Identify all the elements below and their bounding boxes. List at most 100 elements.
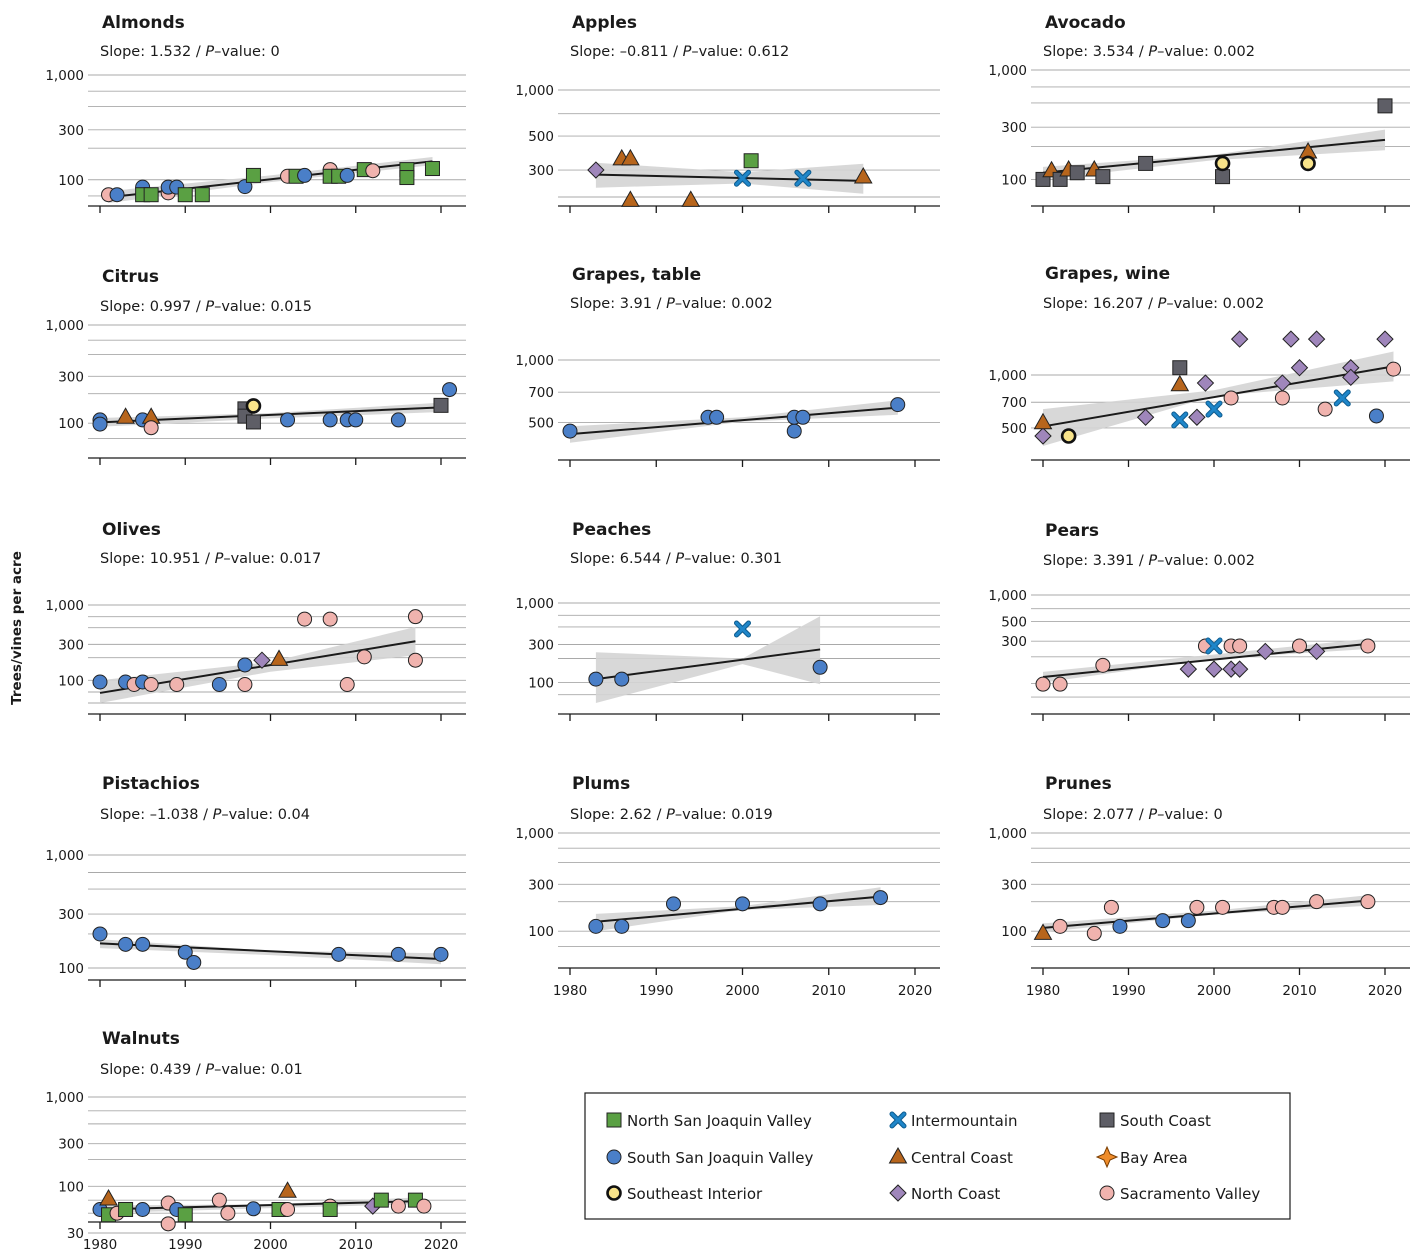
data-point xyxy=(339,167,355,183)
data-point xyxy=(1386,361,1402,377)
panel-title: Grapes, table xyxy=(572,265,701,285)
x-tick-label: 2020 xyxy=(898,983,932,999)
data-point xyxy=(194,187,210,203)
data-point xyxy=(1230,330,1249,348)
gridlines xyxy=(558,359,940,424)
x-axis xyxy=(1031,713,1410,721)
y-tick-label: 100 xyxy=(58,416,84,432)
x-axis xyxy=(558,713,940,721)
data-point xyxy=(1274,899,1290,915)
data-point xyxy=(1112,918,1128,934)
legend-marker xyxy=(1099,1112,1115,1128)
data-point xyxy=(1300,155,1316,172)
legend-label: Sacramento Valley xyxy=(1120,1185,1260,1203)
data-point xyxy=(92,926,108,942)
data-point xyxy=(433,397,449,413)
data-point xyxy=(177,187,193,203)
data-points xyxy=(1033,330,1402,445)
data-point xyxy=(1095,169,1111,185)
data-points xyxy=(92,926,449,970)
data-point xyxy=(1205,637,1223,655)
data-point xyxy=(442,382,458,398)
data-point xyxy=(1136,408,1155,426)
data-point xyxy=(135,1201,151,1217)
legend-item-north-san-joaquin-valley: North San Joaquin Valley xyxy=(606,1112,812,1130)
x-tick-label: 2010 xyxy=(1282,983,1316,999)
data-point xyxy=(297,611,313,627)
data-point xyxy=(1060,428,1077,444)
y-tick-label: 100 xyxy=(528,675,554,691)
panel-avocado: Avocado Slope: 3.534 / P–value: 0.002 100 3… xyxy=(988,13,1410,213)
data-point xyxy=(1052,676,1068,692)
panel-plums: Plums Slope: 2.62 / P–value: 0.019 100 300 1… xyxy=(515,774,940,999)
x-tick-label: 1990 xyxy=(1111,983,1145,999)
y-tick-label: 1,000 xyxy=(515,353,554,369)
x-tick-label: 2000 xyxy=(725,983,759,999)
x-tick-label: 2010 xyxy=(812,983,846,999)
x-axis xyxy=(88,457,466,465)
data-point xyxy=(160,1216,176,1232)
data-point xyxy=(92,674,108,690)
data-point xyxy=(795,409,811,425)
x-tick-label: 1980 xyxy=(553,983,587,999)
x-tick-label: 1980 xyxy=(83,1237,117,1253)
data-point xyxy=(794,169,812,187)
x-axis xyxy=(88,979,466,987)
panel-title: Avocado xyxy=(1045,13,1126,33)
data-point xyxy=(280,412,296,428)
y-tick-label: 1,000 xyxy=(45,848,84,864)
data-point xyxy=(587,161,605,179)
data-point xyxy=(1034,427,1052,445)
legend-item-south-san-joaquin-valley: South San Joaquin Valley xyxy=(606,1149,813,1167)
y-tick-label: 1,000 xyxy=(45,1090,84,1106)
data-point xyxy=(1377,98,1393,114)
y-tick-label: 300 xyxy=(58,123,84,139)
data-point xyxy=(1138,155,1154,171)
panel-stats: Slope: 2.077 / P–value: 0 xyxy=(1043,807,1223,823)
y-tick-label: 300 xyxy=(58,907,84,923)
data-point xyxy=(621,148,640,166)
data-point xyxy=(1223,390,1239,406)
data-point xyxy=(1317,401,1333,417)
data-points xyxy=(92,1181,432,1232)
x-axis xyxy=(1031,205,1410,213)
y-tick-label: 300 xyxy=(1001,634,1027,650)
data-point xyxy=(331,946,347,962)
panel-stats: Slope: 0.997 / P–value: 0.015 xyxy=(100,299,312,315)
data-point xyxy=(1035,676,1051,692)
y-tick-label: 300 xyxy=(1001,120,1027,136)
data-point xyxy=(348,412,364,428)
data-point xyxy=(116,407,135,424)
data-point xyxy=(1188,408,1206,426)
data-point xyxy=(743,153,759,169)
y-tick-label: 1,000 xyxy=(988,826,1027,842)
legend-marker xyxy=(606,1112,622,1128)
data-point xyxy=(143,420,159,436)
data-point xyxy=(118,1201,134,1217)
legend-label: Southeast Interior xyxy=(627,1185,763,1203)
trend-line xyxy=(1042,138,1386,174)
data-point xyxy=(424,161,440,177)
panel-grapes-table: Grapes, table Slope: 3.91 / P–value: 0.00… xyxy=(515,265,940,467)
panel-pistachios: Pistachios Slope: –1.038 / P–value: 0.04 1… xyxy=(45,774,466,987)
legend-box xyxy=(584,1092,1291,1220)
legend-item-southeast-interior: Southeast Interior xyxy=(606,1185,763,1203)
legend-item-central-coast: Central Coast xyxy=(888,1146,1013,1167)
x-tick-label: 1990 xyxy=(168,1237,202,1253)
gridlines xyxy=(1031,69,1410,180)
data-point xyxy=(416,1198,432,1214)
y-tick-label: 30 xyxy=(67,1226,84,1242)
x-axis xyxy=(88,713,466,721)
y-tick-label: 100 xyxy=(58,673,84,689)
data-points xyxy=(588,620,828,687)
legend-label: Intermountain xyxy=(911,1112,1018,1130)
confidence-band xyxy=(1043,129,1385,180)
data-point xyxy=(1307,330,1326,348)
data-point xyxy=(873,890,888,906)
y-tick-label: 1,000 xyxy=(45,68,84,84)
data-point xyxy=(118,936,134,952)
panel-stats: Slope: 2.62 / P–value: 0.019 xyxy=(570,807,773,823)
data-points xyxy=(92,382,458,436)
y-tick-label: 100 xyxy=(58,173,84,189)
